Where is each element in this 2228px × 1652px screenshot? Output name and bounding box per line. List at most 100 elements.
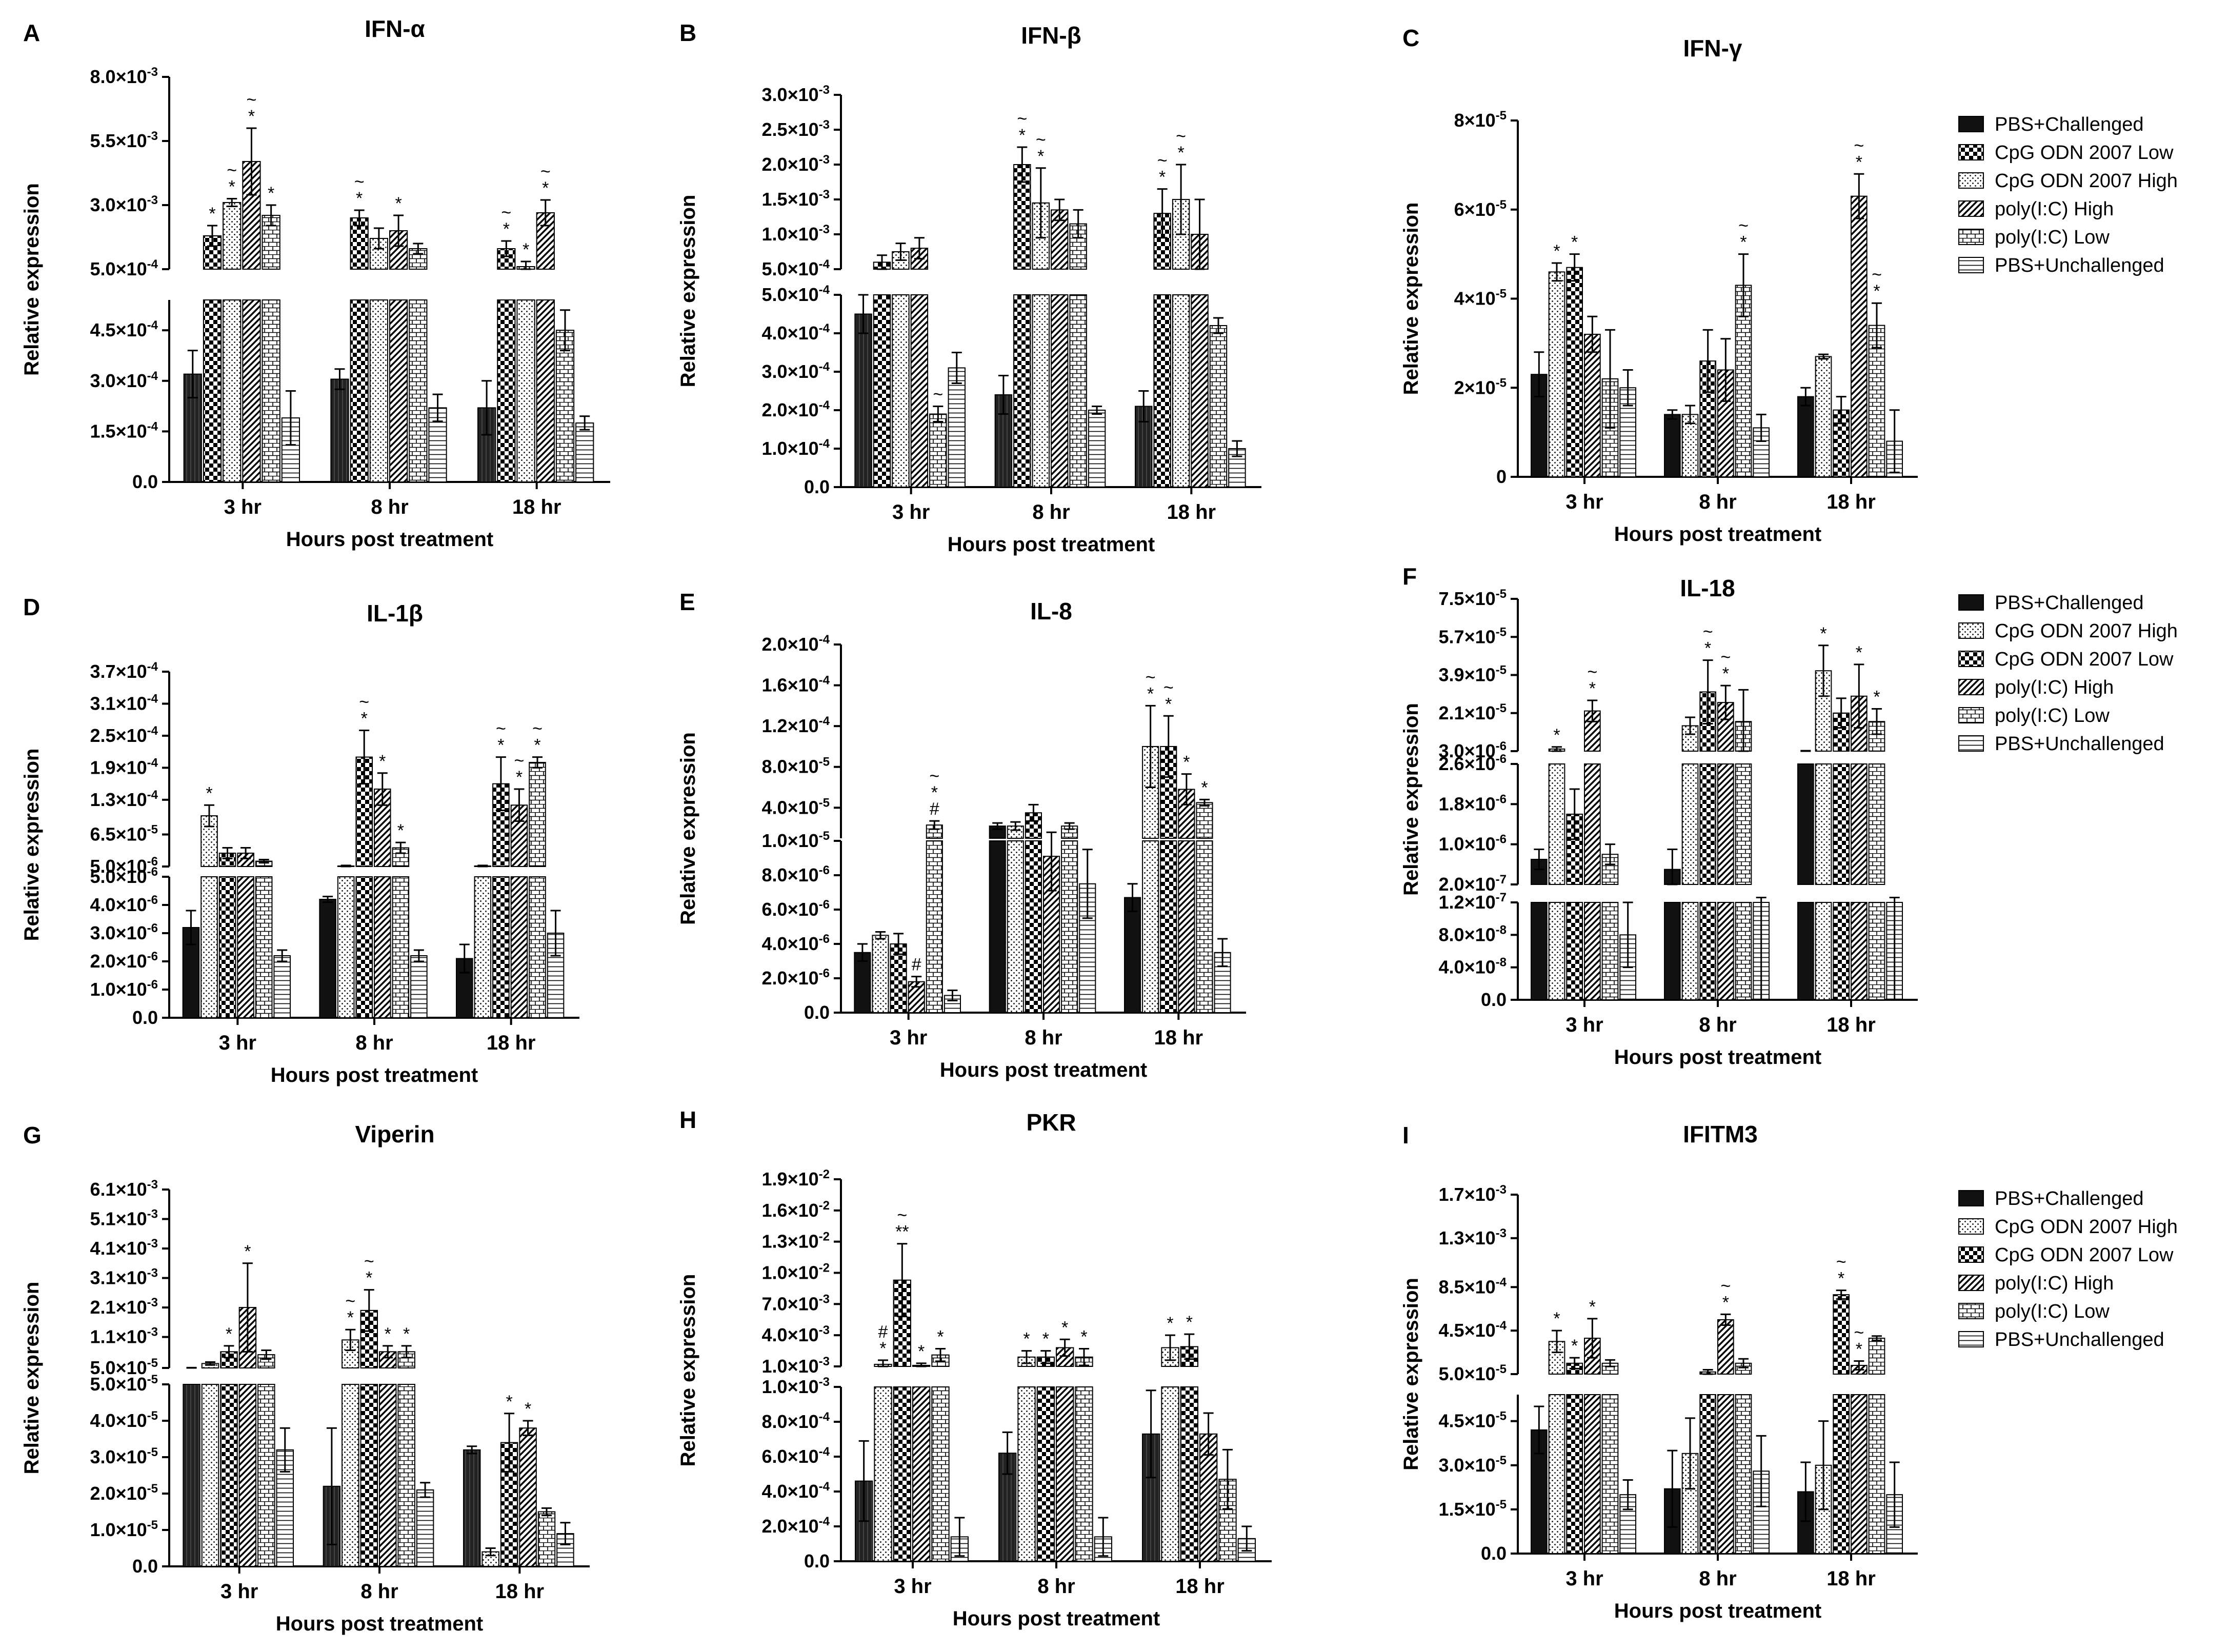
significance-mark: * (1186, 1313, 1193, 1332)
legend-label: CpG ODN 2007 High (1995, 170, 2178, 192)
bar-pbs-challenged (463, 1449, 481, 1567)
bar-poly-i-c-high (238, 1384, 257, 1567)
legend-swatch (1958, 594, 1984, 611)
bar-cpg-odn-2007-low (1833, 1294, 1850, 1375)
bar-poly-i-c-high (242, 299, 261, 482)
x-tick-label: 8 hr (1037, 1575, 1075, 1598)
legend-swatch (1958, 735, 1984, 752)
significance-mark: * (1177, 143, 1184, 163)
significance-mark: * (347, 1308, 354, 1327)
significance-mark: * (1147, 684, 1154, 703)
bar-poly-i-c-high (1584, 763, 1601, 885)
legend-label: poly(I:C) High (1995, 198, 2114, 220)
bar-cpg-odn-2007-high (1815, 763, 1832, 885)
bar-poly-i-c-high (1584, 710, 1601, 752)
bar-cpg-odn-2007-low (1180, 1386, 1199, 1562)
significance-mark: * (244, 1242, 251, 1261)
bar-cpg-odn-2007-high (201, 1384, 219, 1567)
x-tick-label: 8 hr (371, 496, 408, 518)
panel-letter: H (679, 1106, 696, 1133)
y-tick-label: 3.0×10-6 (90, 921, 158, 943)
x-axis-label: Hours post treatment (286, 528, 494, 551)
y-tick-label: 5.5×10-3 (90, 129, 158, 151)
chart-title: IFN-β (1021, 22, 1081, 49)
legend-swatch (1958, 1190, 1984, 1206)
x-tick-label: 3 hr (892, 501, 930, 523)
bar-cpg-odn-2007-low (1699, 1394, 1716, 1554)
y-tick-label: 6.1×10-3 (90, 1178, 158, 1200)
y-tick-label: 5.0×10-5 (1439, 1362, 1507, 1384)
x-tick-label: 8 hr (1699, 491, 1736, 513)
significance-mark: ~ (1017, 109, 1027, 129)
y-tick-label: 1.5×10-3 (762, 188, 830, 210)
y-tick-label: 1.2×10-4 (762, 714, 830, 736)
significance-mark: * (1589, 1297, 1596, 1317)
bar-pbs-unchallenged (1088, 410, 1106, 488)
y-tick-label: 3.0×10-4 (90, 369, 158, 391)
bar-poly-i-c-low (392, 876, 410, 1018)
bar-poly-i-c-low (257, 1384, 275, 1567)
y-tick-label: 2.0×10-7 (1439, 873, 1507, 895)
significance-mark: ~ (514, 751, 525, 771)
y-tick-label: 4.5×10-4 (90, 318, 158, 340)
bar-cpg-odn-2007-low (203, 299, 222, 482)
legend-label: PBS+Challenged (1995, 114, 2144, 135)
y-tick-label: 4.0×10-6 (90, 893, 158, 915)
significance-mark: * (1820, 624, 1826, 643)
bar-poly-i-c-low (1868, 325, 1885, 477)
y-tick-label: 1.6×10-2 (762, 1199, 830, 1221)
y-tick-label: 1.9×10-4 (90, 756, 158, 778)
panel-letter: E (679, 589, 695, 615)
x-tick-label: 18 hr (1826, 1567, 1876, 1590)
bar-poly-i-c-low (1735, 902, 1752, 1000)
x-axis-label: Hours post treatment (1614, 1600, 1822, 1622)
bar-pbs-unchallenged (416, 1489, 434, 1567)
legend-label: poly(I:C) Low (1995, 705, 2110, 727)
bar-cpg-odn-2007-high (1548, 1394, 1565, 1554)
x-axis-label: Hours post treatment (276, 1613, 484, 1635)
bar-cpg-odn-2007-low (1013, 294, 1031, 488)
bar-poly-i-c-high (536, 299, 555, 482)
significance-mark: # (878, 1322, 888, 1342)
y-tick-label: 1.5×10-5 (1439, 1498, 1507, 1520)
significance-mark: ~ (1176, 127, 1186, 146)
bar-cpg-odn-2007-low (1833, 1394, 1850, 1554)
bar-poly-i-c-low (529, 761, 546, 868)
significance-mark: * (206, 783, 212, 803)
bar-poly-i-c-high (1191, 294, 1209, 488)
bar-cpg-odn-2007-low (497, 299, 516, 482)
y-tick-label: 1.0×10-6 (90, 978, 158, 1000)
bar-poly-i-c-low (262, 215, 280, 270)
bar-poly-i-c-high (1584, 334, 1601, 477)
y-tick-label: 0.0 (804, 1550, 830, 1572)
y-tick-label: 8.0×10-3 (90, 65, 158, 87)
bar-poly-i-c-low (1075, 1386, 1093, 1562)
x-tick-label: 18 hr (1167, 501, 1216, 523)
bar-poly-i-c-low (1061, 840, 1078, 1013)
bar-poly-i-c-low (262, 299, 280, 482)
bar-poly-i-c-low (1735, 763, 1752, 885)
bar-cpg-odn-2007-high (474, 876, 492, 1018)
significance-mark: * (395, 194, 402, 213)
y-tick-label: 2.0×10-6 (762, 966, 830, 989)
chart-title: IFN-γ (1683, 35, 1742, 62)
legend-label: PBS+Challenged (1995, 1188, 2144, 1210)
significance-mark: ~ (929, 767, 939, 786)
y-axis-label: Relative expression (21, 1282, 43, 1475)
legend-label: poly(I:C) High (1995, 677, 2114, 698)
bar-cpg-odn-2007-high (872, 935, 889, 1013)
x-tick-label: 18 hr (487, 1032, 536, 1054)
bar-cpg-odn-2007-low (873, 294, 891, 488)
significance-mark: * (1856, 1340, 1862, 1359)
bar-poly-i-c-high (1717, 763, 1734, 885)
bar-cpg-odn-2007-high (1681, 763, 1699, 885)
significance-mark: ~ (364, 1252, 374, 1272)
significance-mark: ~ (1872, 265, 1882, 285)
bar-cpg-odn-2007-high (1548, 1341, 1565, 1375)
significance-mark: ~ (1854, 1323, 1864, 1343)
bar-poly-i-c-high (912, 1386, 931, 1562)
legend-label: poly(I:C) Low (1995, 1301, 2110, 1322)
significance-mark: * (361, 709, 368, 729)
bar-poly-i-c-high (510, 876, 528, 1018)
legend-swatch (1958, 679, 1984, 695)
